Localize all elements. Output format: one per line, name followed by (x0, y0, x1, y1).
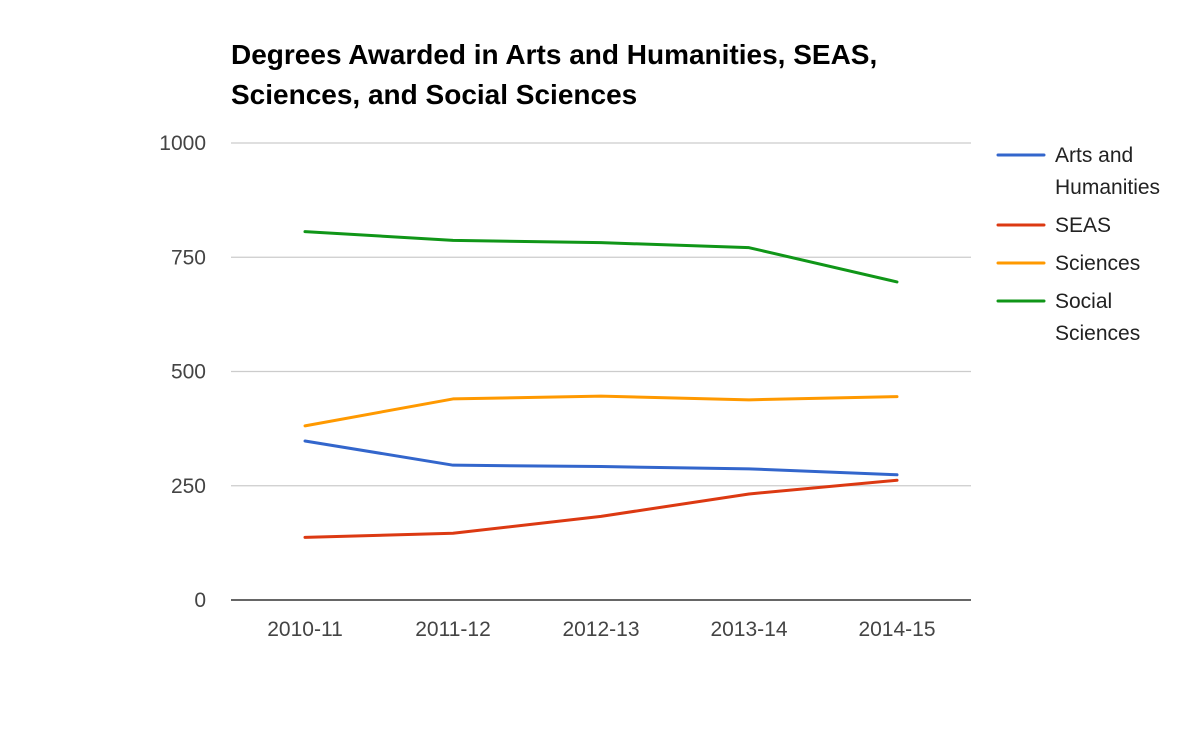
y-tick-label: 0 (194, 589, 206, 612)
legend-item-seas: SEAS (996, 214, 1111, 237)
x-tick-label: 2011-12 (415, 618, 491, 641)
series-line-arts-and-humanities (303, 439, 899, 477)
x-tick-label: 2014-15 (858, 618, 935, 641)
legend-item-sciences: Sciences (996, 252, 1140, 275)
y-tick-label: 1000 (159, 132, 206, 155)
series-line-seas (303, 478, 899, 539)
legend-label: Arts and (1055, 144, 1133, 167)
legend-item-social-sciences: Social Sciences (996, 290, 1140, 345)
series-lines (303, 230, 899, 539)
legend-label: Sciences (1055, 252, 1140, 275)
series-line-sciences (303, 394, 899, 428)
series-line-social-sciences (303, 230, 899, 284)
legend: Arts and Humanities SEAS Sciences Social Scie… (996, 144, 1160, 345)
y-tick-label: 500 (171, 361, 206, 384)
chart-title-line-1: Degrees Awarded in Arts and Humanities, … (231, 39, 877, 70)
legend-item-arts-and-humanities: Arts and Humanities (996, 144, 1160, 199)
legend-label: Social (1055, 290, 1112, 313)
y-tick-label: 250 (171, 475, 206, 498)
chart-title: Degrees Awarded in Arts and Humanities, … (231, 39, 877, 110)
legend-label: Sciences (1055, 322, 1140, 345)
y-axis-tick-labels: 0 250 500 750 1000 (159, 132, 206, 612)
x-tick-label: 2010-11 (267, 618, 343, 641)
legend-label: SEAS (1055, 214, 1111, 237)
x-tick-label: 2012-13 (562, 618, 639, 641)
y-tick-label: 750 (171, 246, 206, 269)
gridlines (231, 142, 971, 487)
x-axis-tick-labels: 2010-11 2011-12 2012-13 2013-14 2014-15 (267, 618, 935, 641)
x-tick-label: 2013-14 (710, 618, 787, 641)
chart-title-line-2: Sciences, and Social Sciences (231, 79, 637, 110)
legend-label: Humanities (1055, 176, 1160, 199)
